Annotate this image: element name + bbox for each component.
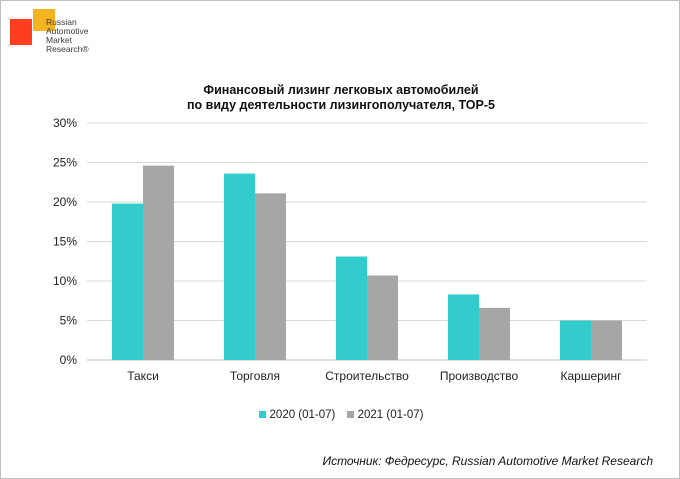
legend-item-2020: 2020 (01-07): [258, 409, 336, 421]
bar: [560, 320, 591, 360]
chart-title-line-2: по виду деятельности лизингополучателя, …: [187, 98, 495, 112]
y-tick-label: 20%: [53, 195, 77, 209]
legend-label-2020: 2020 (01-07): [269, 409, 336, 421]
logo-yellow-square: [33, 9, 55, 31]
source-note: Источник: Федресурс, Russian Automotive …: [322, 454, 653, 468]
logo-red-square: [10, 19, 32, 45]
logo-top-text: НАГИ: [14, 15, 31, 21]
y-tick-label: 0%: [60, 353, 78, 367]
logo-line: Market: [46, 35, 72, 45]
x-tick-label: Такси: [127, 369, 159, 383]
bar: [224, 173, 255, 360]
bar: [112, 203, 143, 360]
bar: [255, 193, 286, 360]
logo: НАГИ Russian Automotive Market Research®: [9, 7, 99, 67]
bar: [591, 320, 622, 360]
bar: [367, 275, 398, 360]
logo-line: Research®: [46, 44, 89, 54]
legend-label-2021: 2021 (01-07): [357, 409, 424, 421]
y-tick-label: 5%: [60, 314, 78, 328]
legend-swatch-2021: [346, 411, 354, 418]
logo-line: Automotive: [46, 26, 89, 36]
x-tick-label: Каршеринг: [560, 369, 622, 383]
chart-title-line-1: Финансовый лизинг легковых автомобилей: [203, 83, 479, 97]
bar: [336, 256, 367, 360]
x-tick-label: Строительство: [325, 369, 409, 383]
y-tick-label: 10%: [53, 274, 77, 288]
x-tick-label: Производство: [440, 369, 519, 383]
y-tick-label: 15%: [53, 235, 77, 249]
bar-chart: 0% 5% 10% 15% 20% 25% 30% Такси Торговля Строител…: [53, 116, 647, 383]
y-tick-label: 30%: [53, 116, 77, 130]
logo-line: Russian: [46, 17, 77, 27]
legend-swatch-2020: [258, 411, 266, 418]
x-tick-label: Торговля: [230, 369, 280, 383]
y-tick-label: 25%: [53, 156, 77, 170]
chart-title: Финансовый лизинг легковых автомобилей п…: [1, 83, 680, 113]
legend-item-2021: 2021 (01-07): [346, 409, 424, 421]
legend: 2020 (01-07) 2021 (01-07): [1, 409, 680, 421]
bar: [448, 294, 479, 360]
bar: [479, 307, 510, 360]
bar: [143, 165, 174, 360]
logo-text: Russian Automotive Market Research®: [46, 18, 116, 54]
